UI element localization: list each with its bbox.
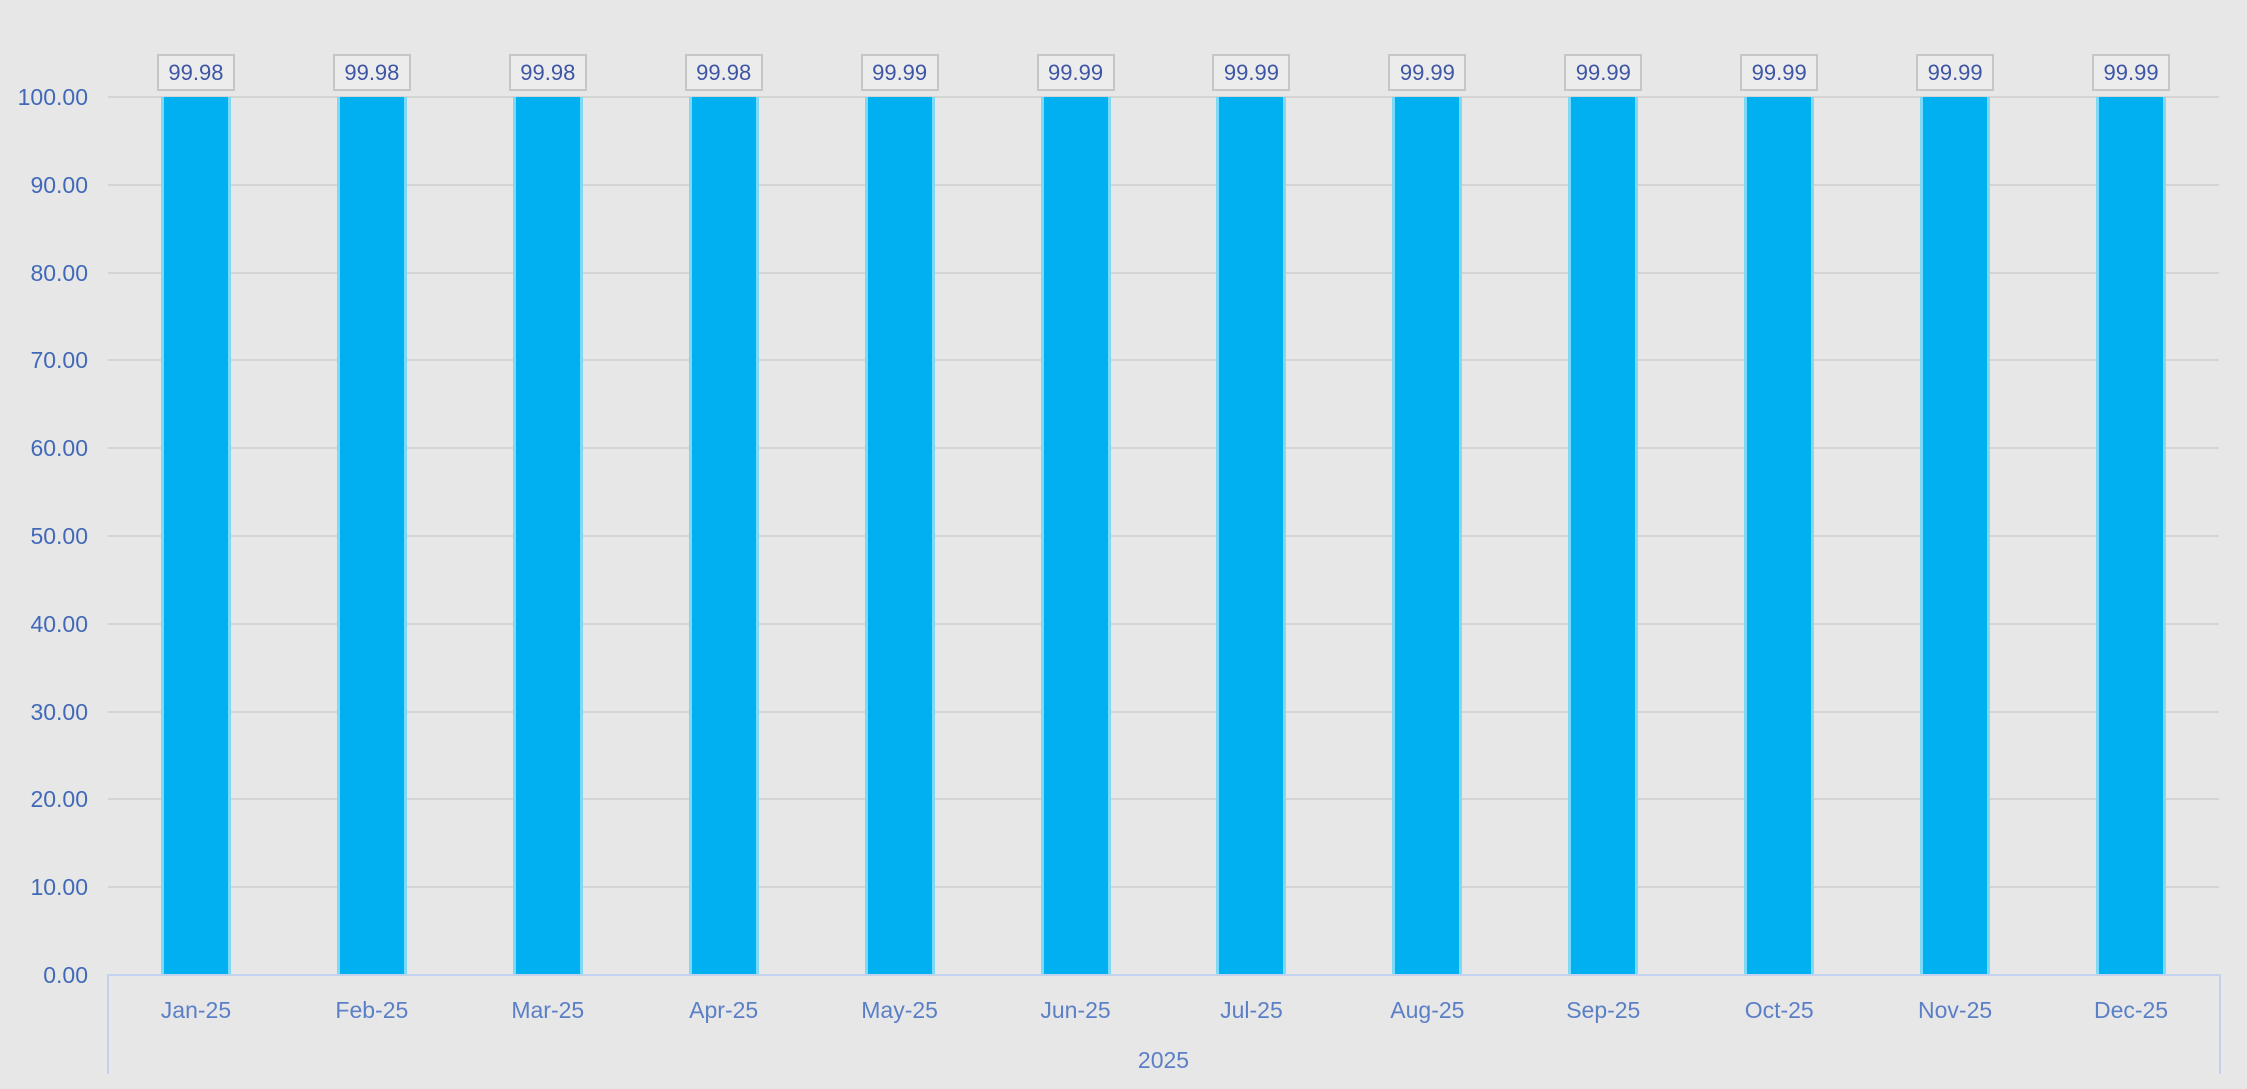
y-axis-tick-label: 90.00 (30, 171, 88, 198)
x-axis-label-Aug-25: Aug-25 (1390, 997, 1465, 1023)
x-axis-label-Mar-25: Mar-25 (511, 997, 585, 1023)
bar-May-25 (864, 97, 935, 975)
data-label-Jan-25: 99.98 (156, 54, 235, 92)
data-label-Sep-25: 99.99 (1564, 54, 1643, 92)
y-axis-tick-label: 0.00 (43, 962, 88, 988)
x-axis-label-Oct-25: Oct-25 (1744, 997, 1814, 1023)
y-axis-tick-label: 20.00 (30, 786, 88, 813)
data-label-Nov-25: 99.99 (1916, 54, 1995, 92)
x-axis-label-Sep-25: Sep-25 (1566, 997, 1641, 1023)
y-axis-tick-label: 40.00 (30, 610, 88, 637)
bar-Jan-25 (160, 97, 231, 975)
category-group-separator-left (107, 974, 109, 1074)
gridline (108, 359, 2219, 362)
gridline (108, 183, 2219, 186)
bar-Sep-25 (1568, 97, 1639, 975)
gridline (108, 271, 2219, 274)
data-label-Jun-25: 99.99 (1036, 54, 1115, 92)
data-label-Aug-25: 99.99 (1388, 54, 1467, 92)
gridline (108, 886, 2219, 889)
data-label-Apr-25: 99.98 (684, 54, 763, 92)
data-label-Dec-25: 99.99 (2092, 54, 2171, 92)
x-axis-label-Feb-25: Feb-25 (335, 997, 409, 1023)
y-axis-tick-label: 60.00 (30, 435, 88, 462)
x-axis-label-Nov-25: Nov-25 (1918, 997, 1993, 1023)
data-label-May-25: 99.99 (860, 54, 939, 92)
bar-Feb-25 (336, 97, 407, 975)
y-axis-tick-label: 10.00 (30, 874, 88, 901)
y-axis-tick-label: 100.00 (17, 84, 88, 110)
bar-Aug-25 (1392, 97, 1463, 975)
bar-Mar-25 (512, 97, 583, 975)
bar-Dec-25 (2096, 97, 2167, 975)
data-label-Mar-25: 99.98 (508, 54, 587, 92)
gridline (108, 447, 2219, 450)
gridline (108, 710, 2219, 713)
plot-area: 99.98 99.98 99.98 99.98 99.99 99.99 99.99 99.99… (108, 54, 2219, 975)
axis-group-label: 2025 (1137, 1047, 1190, 1073)
data-label-Jul-25: 99.99 (1212, 54, 1291, 92)
bar-Jun-25 (1040, 97, 1111, 975)
category-group-separator-right (2219, 974, 2221, 1074)
data-label-Feb-25: 99.98 (332, 54, 411, 92)
bar-Nov-25 (1920, 97, 1991, 975)
bar-Jul-25 (1216, 97, 1287, 975)
x-axis-label-Apr-25: Apr-25 (689, 997, 759, 1023)
gridline (108, 798, 2219, 801)
gridline (108, 535, 2219, 537)
x-axis-label-Jan-25: Jan-25 (160, 997, 232, 1023)
y-axis-tick-label: 30.00 (30, 698, 88, 725)
gridline (108, 96, 2219, 98)
y-axis-tick-label: 80.00 (30, 259, 88, 286)
bar-Oct-25 (1744, 97, 1815, 975)
x-axis-label-May-25: May-25 (861, 997, 938, 1023)
bar-Apr-25 (688, 97, 759, 975)
y-axis-tick-label: 70.00 (30, 347, 88, 374)
x-axis-label-Dec-25: Dec-25 (2093, 997, 2169, 1023)
data-label-Oct-25: 99.99 (1740, 54, 1819, 92)
x-axis-line (108, 974, 2221, 976)
x-axis-label-Jul-25: Jul-25 (1220, 997, 1283, 1023)
y-axis-tick-label: 50.00 (30, 523, 88, 549)
gridline (108, 622, 2219, 625)
x-axis-label-Jun-25: Jun-25 (1040, 997, 1111, 1023)
